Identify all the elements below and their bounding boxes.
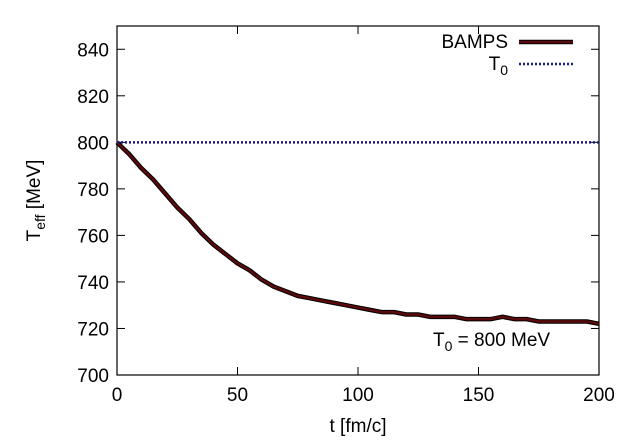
- x-tick-label: 100: [342, 385, 374, 406]
- plot-frame: [116, 25, 600, 376]
- y-tick-label: 720: [77, 319, 109, 340]
- legend-label-sub: 0: [500, 62, 508, 78]
- y-tick-label: 740: [77, 273, 109, 294]
- legend-label: BAMPS: [441, 32, 508, 53]
- y-tick-label: 780: [77, 180, 109, 201]
- annotation: T0 = 800 MeV: [433, 330, 550, 354]
- annotation-sub: 0: [445, 338, 453, 354]
- y-axis-label: Teff [MeV]: [24, 160, 48, 242]
- series-outline: [115, 140, 600, 327]
- legend-label: T0: [489, 54, 509, 78]
- y-tick-label: 760: [77, 226, 109, 247]
- y-axis-label-sub: eff: [32, 214, 48, 229]
- x-tick-label: 0: [112, 385, 123, 406]
- annotation-rest: = 800 MeV: [452, 330, 550, 351]
- legend-label-main: T: [489, 54, 501, 75]
- x-tick-label: 150: [463, 385, 495, 406]
- annotation-main: T: [433, 330, 445, 351]
- x-tick-label: 200: [583, 385, 615, 406]
- y-tick-label: 840: [77, 40, 109, 61]
- y-axis-label-main: T: [24, 229, 45, 241]
- x-tick-label: 50: [227, 385, 248, 406]
- y-tick-label: 800: [77, 133, 109, 154]
- y-tick-label: 700: [77, 366, 109, 387]
- y-axis-label-rest: [MeV]: [24, 160, 45, 215]
- x-axis-label: t [fm/c]: [330, 416, 387, 437]
- y-tick-label: 820: [77, 87, 109, 108]
- series-line: [116, 141, 600, 326]
